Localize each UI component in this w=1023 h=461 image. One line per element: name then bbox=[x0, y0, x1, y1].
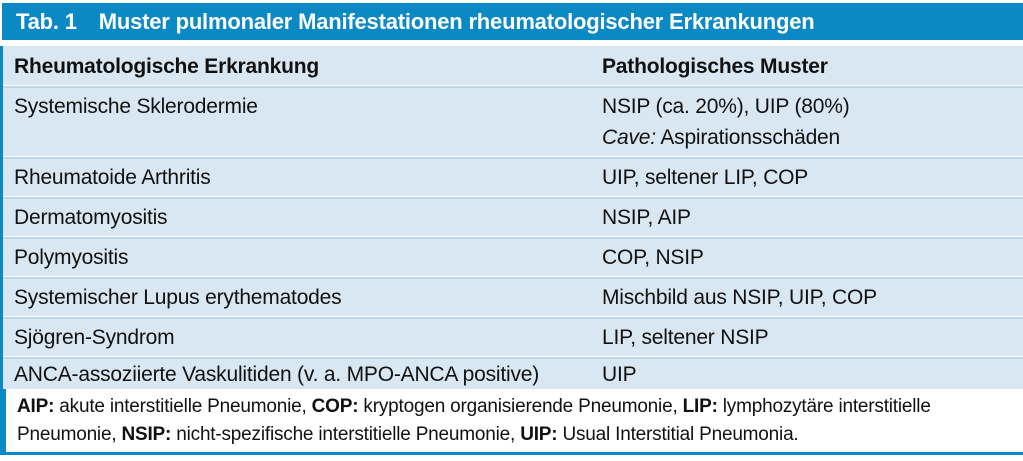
column-header-disease: Rheumatologische Erkrankung bbox=[14, 55, 319, 78]
table-row: Systemische Sklerodermie NSIP (ca. 20%), … bbox=[3, 85, 1023, 156]
table-body: Rheumatologische Erkrankung Pathologisch… bbox=[0, 46, 1023, 452]
table-number-label: Tab. 1 bbox=[16, 9, 77, 34]
disease-cell: Polymyositis bbox=[14, 246, 129, 269]
table-row: ANCA-assoziierte Vaskulitiden (v. a. MPO… bbox=[3, 356, 1023, 389]
pattern-line: NSIP, AIP bbox=[602, 206, 691, 229]
table-title: Muster pulmonaler Manifestationen rheuma… bbox=[98, 9, 815, 34]
pattern-line: Mischbild aus NSIP, UIP, COP bbox=[602, 286, 877, 309]
pattern-cell: Mischbild aus NSIP, UIP, COP bbox=[591, 277, 1023, 316]
table-row: Sjögren-Syndrom LIP, seltener NSIP bbox=[3, 316, 1023, 356]
pattern-line: UIP bbox=[602, 363, 637, 386]
pattern-cell: NSIP, AIP bbox=[591, 197, 1023, 236]
pattern-cell: NSIP (ca. 20%), UIP (80%) Cave: Aspiratio… bbox=[591, 86, 1023, 156]
pattern-line: NSIP (ca. 20%), UIP (80%) bbox=[602, 95, 850, 118]
pattern-cell: UIP bbox=[591, 357, 1023, 390]
table-row: Systemischer Lupus erythematodes Mischbil… bbox=[3, 276, 1023, 316]
column-header-row: Rheumatologische Erkrankung Pathologisch… bbox=[3, 46, 1023, 85]
table-title-bar: Tab. 1 Muster pulmonaler Manifestationen … bbox=[2, 3, 1023, 40]
disease-cell: Systemische Sklerodermie bbox=[14, 95, 258, 118]
pattern-cell: LIP, seltener NSIP bbox=[591, 317, 1023, 356]
column-header-pattern: Pathologisches Muster bbox=[602, 55, 828, 78]
table-footnote: AIP: akute interstitielle Pneumonie, COP… bbox=[3, 389, 1023, 452]
disease-cell: Sjögren-Syndrom bbox=[14, 326, 175, 349]
table-row: Rheumatoide Arthritis UIP, seltener LIP, … bbox=[3, 156, 1023, 196]
pattern-line: COP, NSIP bbox=[602, 246, 704, 269]
bottom-rule bbox=[0, 452, 1023, 455]
disease-cell: Dermatomyositis bbox=[14, 206, 168, 229]
disease-cell: ANCA-assoziierte Vaskulitiden (v. a. MPO… bbox=[14, 363, 540, 386]
disease-cell: Systemischer Lupus erythematodes bbox=[14, 286, 342, 309]
table-rows: Systemische Sklerodermie NSIP (ca. 20%), … bbox=[3, 85, 1023, 389]
pattern-line: Cave: Aspirationsschäden bbox=[602, 126, 841, 149]
pattern-line: UIP, seltener LIP, COP bbox=[602, 166, 809, 189]
pattern-line: LIP, seltener NSIP bbox=[602, 326, 769, 349]
table-row: Dermatomyositis NSIP, AIP bbox=[3, 196, 1023, 236]
table-row: Polymyositis COP, NSIP bbox=[3, 236, 1023, 276]
pattern-cell: UIP, seltener LIP, COP bbox=[591, 157, 1023, 196]
disease-cell: Rheumatoide Arthritis bbox=[14, 166, 211, 189]
pattern-cell: COP, NSIP bbox=[591, 237, 1023, 276]
